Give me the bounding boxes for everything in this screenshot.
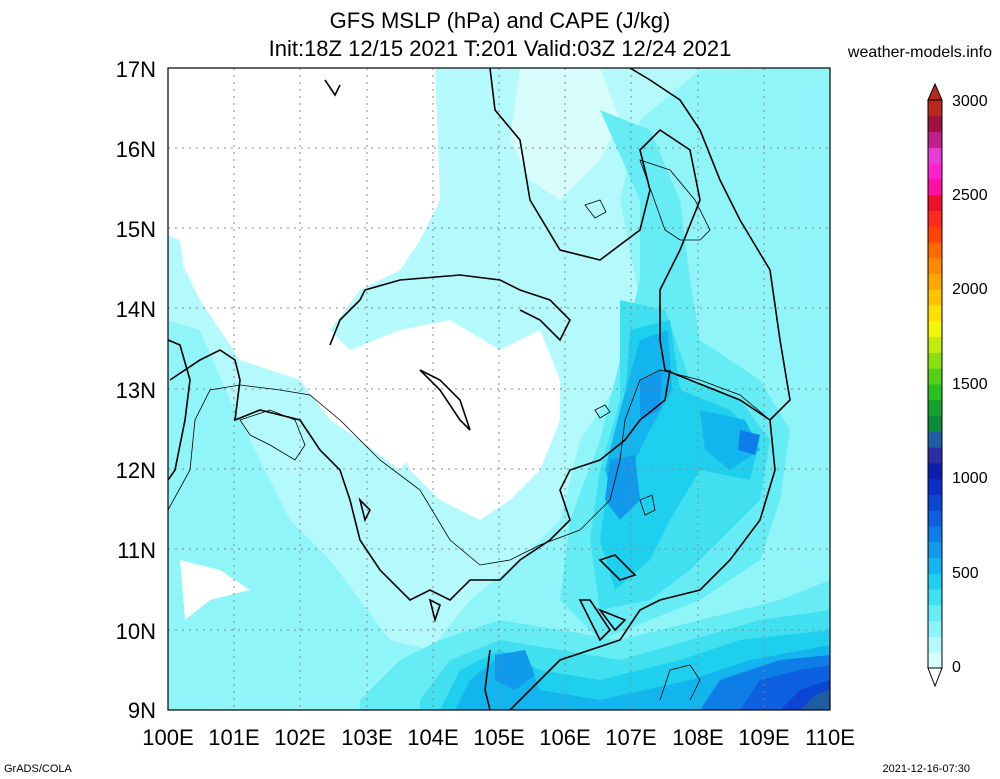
- lat-label-15n: 15N: [115, 217, 156, 242]
- colorbar-segment: [928, 510, 942, 527]
- lon-label-100e: 100E: [142, 725, 194, 750]
- isobars: [168, 159, 771, 701]
- colorbar-segment: [928, 462, 942, 480]
- colorbar-segment: [928, 242, 942, 259]
- colorbar-segment: [928, 178, 942, 196]
- lon-label-105e: 105E: [473, 725, 525, 750]
- lon-label-103e: 103E: [341, 725, 393, 750]
- colorbar-segment: [928, 305, 942, 322]
- colorbar-segment: [928, 257, 942, 275]
- footer-timestamp: 2021-12-16-07:30: [882, 763, 970, 775]
- lon-label-101e: 101E: [208, 725, 260, 750]
- colorbar-segment: [928, 494, 942, 511]
- colorbar-label-1000: 1000: [952, 470, 988, 487]
- plot-frame: [167, 67, 831, 711]
- lon-label-110e: 110E: [805, 725, 855, 750]
- lat-label-17n: 17N: [115, 57, 156, 82]
- colorbar-segment: [928, 289, 942, 306]
- lat-label-12n: 12N: [115, 458, 156, 483]
- colorbar-segment: [928, 415, 942, 432]
- colorbar-segment: [928, 652, 942, 669]
- colorbar-label-2000: 2000: [952, 281, 988, 298]
- colorbar-frame: [927, 99, 943, 669]
- colorbar-label-0: 0: [952, 659, 961, 676]
- map-subtitle: Init:18Z 12/15 2021 T:201 Valid:03Z 12/2…: [268, 36, 732, 61]
- colorbar-segment: [928, 636, 942, 653]
- lat-label-13n: 13N: [115, 378, 156, 403]
- map-title: GFS MSLP (hPa) and CAPE (J/kg): [329, 8, 671, 33]
- colorbar-segment: [928, 447, 942, 464]
- lon-label-107e: 107E: [605, 725, 657, 750]
- lon-label-106e: 106E: [539, 725, 591, 750]
- colorbar-top-arrow: [927, 82, 943, 101]
- colorbar-label-1500: 1500: [952, 376, 988, 393]
- colorbar-segment: [928, 573, 942, 590]
- colorbar-segment: [928, 336, 942, 353]
- colorbar-segment: [928, 478, 942, 495]
- colorbar-segment: [928, 100, 942, 117]
- colorbar-segment: [928, 352, 942, 369]
- colorbar-segment: [928, 131, 942, 148]
- colorbar-segment: [928, 320, 942, 338]
- colorbar: [927, 82, 943, 688]
- lat-label-11n: 11N: [117, 538, 156, 563]
- colorbar-segment: [928, 541, 942, 559]
- colorbar-segment: [928, 147, 942, 164]
- colorbar-segment: [928, 115, 942, 133]
- colorbar-label-3000: 3000: [952, 93, 988, 110]
- colorbar-segment: [928, 210, 942, 227]
- lat-label-9n: 9N: [127, 698, 156, 723]
- colorbar-segment: [928, 273, 942, 290]
- colorbar-segment: [928, 384, 942, 401]
- colorbar-segment: [928, 368, 942, 385]
- colorbar-segment: [928, 431, 942, 448]
- lon-label-104e: 104E: [407, 725, 459, 750]
- colorbar-label-2500: 2500: [952, 187, 988, 204]
- lon-label-109e: 109E: [738, 725, 790, 750]
- colorbar-segment: [928, 557, 942, 574]
- colorbar-segment: [928, 526, 942, 543]
- lat-label-14n: 14N: [115, 297, 156, 322]
- colorbar-segment: [928, 589, 942, 606]
- colorbar-segment: [928, 226, 942, 243]
- colorbar-segment: [928, 620, 942, 637]
- colorbar-segment: [928, 163, 942, 180]
- coastlines: [168, 68, 791, 710]
- lon-label-108e: 108E: [672, 725, 724, 750]
- colorbar-bottom-arrow: [927, 667, 943, 688]
- lon-label-102e: 102E: [274, 725, 326, 750]
- colorbar-segment: [928, 604, 942, 622]
- colorbar-label-500: 500: [952, 565, 979, 582]
- colorbar-segment: [928, 399, 942, 417]
- lat-label-10n: 10N: [115, 619, 156, 644]
- lat-label-16n: 16N: [115, 137, 156, 162]
- site-label: weather-models.info: [847, 44, 992, 61]
- footer-software: GrADS/COLA: [4, 763, 72, 775]
- graticule: [168, 68, 830, 710]
- colorbar-segment: [928, 194, 942, 211]
